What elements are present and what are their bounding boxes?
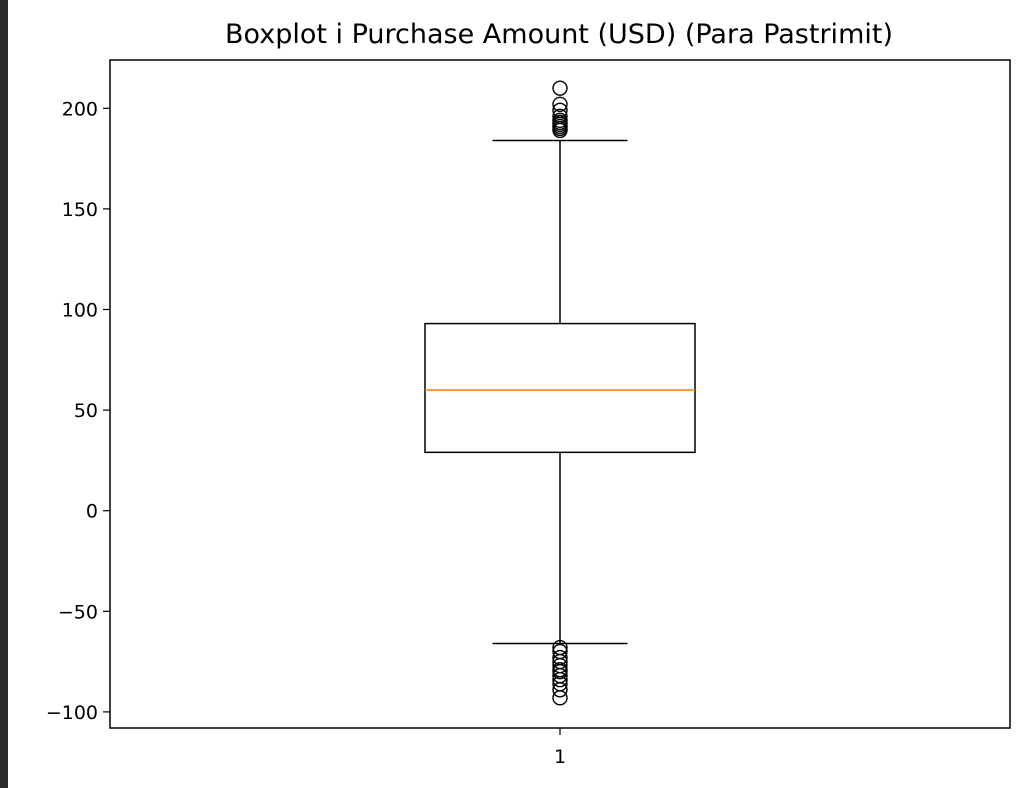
y-tick-label: 200: [62, 98, 98, 120]
boxplot-marks: [424, 80, 696, 706]
y-tick-label: 50: [74, 400, 98, 422]
chart-title: Boxplot i Purchase Amount (USD) (Para Pa…: [225, 19, 893, 50]
y-tick-label: 100: [62, 299, 98, 321]
outlier-point: [552, 96, 568, 112]
outlier-point: [552, 672, 568, 688]
outlier-point: [552, 80, 568, 96]
y-tick-label: −50: [58, 601, 98, 623]
y-tick-label: 0: [86, 501, 98, 523]
y-tick-label: 150: [62, 199, 98, 221]
y-axis: −100 −50 0 50 100 150 200: [46, 98, 110, 724]
x-axis: 1: [554, 728, 566, 768]
y-tick-label: −100: [46, 702, 98, 724]
window-edge-strip: [0, 0, 8, 788]
outlier-point: [552, 663, 568, 680]
iqr-box: [424, 322, 696, 454]
x-tick-label: 1: [554, 746, 566, 768]
outlier-point: [552, 122, 568, 139]
outlier-point: [552, 690, 568, 706]
outlier-point: [552, 682, 568, 698]
